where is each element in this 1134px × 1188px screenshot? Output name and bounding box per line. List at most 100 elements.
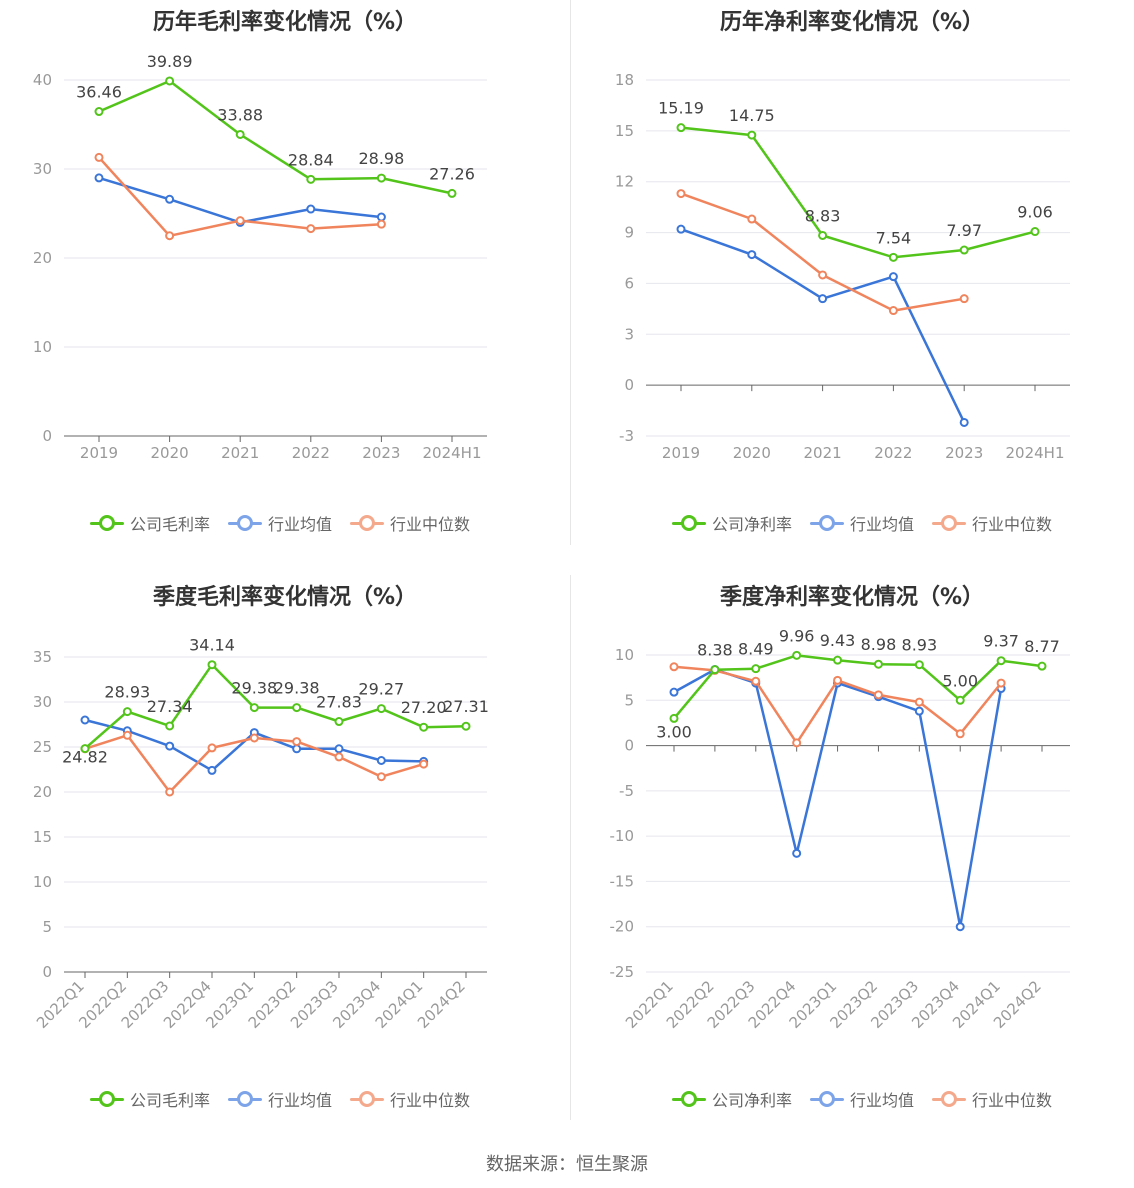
y-tick-label: 30 (33, 160, 52, 178)
legend-item-avg[interactable]: 行业均值 (810, 511, 914, 535)
y-tick-label: 5 (42, 918, 52, 936)
data-point (334, 752, 344, 762)
legend-item-median[interactable]: 行业中位数 (350, 1087, 470, 1111)
data-label: 8.93 (902, 636, 938, 655)
data-label: 9.43 (820, 631, 856, 650)
chart-panel-quarterly-net: 季度净利率变化情况（%） -25 -20 -15 -10 -5 0 5 10 2022Q1 202… (570, 575, 1134, 1135)
data-point (959, 245, 969, 255)
data-point (833, 655, 843, 665)
data-label: 39.89 (147, 52, 193, 71)
chart-quarterly-net-margin: -25-20-15-10-505102022Q12022Q22022Q32022… (610, 626, 1070, 1032)
data-point (710, 665, 720, 675)
data-label: 9.06 (1017, 203, 1053, 222)
chart-legend: 公司毛利率 行业均值 行业中位数 (90, 511, 470, 535)
y-tick-label: -3 (619, 427, 634, 445)
data-label: 28.93 (104, 683, 150, 702)
y-tick-label: -20 (610, 918, 635, 936)
legend-label: 行业均值 (268, 515, 333, 534)
data-point (376, 173, 386, 183)
data-point (80, 744, 90, 754)
chart-title: 季度毛利率变化情况（%） (152, 585, 418, 610)
data-point (818, 230, 828, 240)
legend-item-company[interactable]: 公司毛利率 (90, 511, 210, 535)
data-point (959, 417, 969, 427)
chart-annual-net-margin: -3 0 3 6 9 12 15 18 2019 2020 2021 2022 2023 2024H1 15… (615, 71, 1070, 462)
legend-marker-icon (350, 515, 385, 531)
legend-item-company[interactable]: 公司净利率 (672, 1087, 792, 1111)
x-tick-label: 2020 (151, 444, 189, 462)
chart-title: 历年毛利率变化情况（%） (152, 10, 418, 35)
data-point (235, 216, 245, 226)
legend-item-avg[interactable]: 行业均值 (228, 1087, 332, 1111)
data-label: 27.26 (429, 164, 475, 183)
legend-item-median[interactable]: 行业中位数 (932, 1087, 1052, 1111)
y-tick-label: 35 (33, 648, 52, 666)
data-point (873, 659, 883, 669)
y-tick-label: 3 (624, 325, 634, 343)
data-label: 8.49 (738, 640, 774, 659)
data-point (676, 224, 686, 234)
legend-marker-icon (672, 1091, 706, 1107)
data-label: 36.46 (76, 83, 122, 102)
data-point (94, 152, 104, 162)
data-point (306, 174, 316, 184)
chart-quarterly-gross-margin: 051015202530352022Q12022Q22022Q32022Q420… (33, 636, 489, 1032)
legend-item-company[interactable]: 公司毛利率 (90, 1087, 210, 1111)
data-point (376, 219, 386, 229)
data-point (751, 676, 761, 686)
x-tick-label: 2019 (662, 444, 700, 462)
data-point (833, 675, 843, 685)
data-point (873, 690, 883, 700)
data-label: 28.98 (358, 149, 404, 168)
y-tick-label: 15 (615, 122, 634, 140)
data-label: 27.31 (443, 697, 489, 716)
data-point (888, 272, 898, 282)
data-point (419, 759, 429, 769)
y-tick-label: 15 (33, 828, 52, 846)
legend-label: 行业均值 (268, 1091, 333, 1110)
series-line (680, 228, 966, 423)
data-point (996, 656, 1006, 666)
series-line (84, 663, 467, 750)
data-label: 7.54 (876, 228, 912, 247)
y-tick-label: 0 (42, 963, 52, 981)
data-point (747, 250, 757, 260)
data-label: 33.88 (217, 105, 263, 124)
legend-marker-icon (810, 1091, 845, 1107)
y-tick-label: 9 (624, 224, 634, 242)
data-point (165, 76, 175, 86)
legend-label: 行业中位数 (972, 515, 1053, 534)
data-point (669, 687, 679, 697)
data-label: 29.38 (274, 679, 320, 698)
legend-item-avg[interactable]: 行业均值 (228, 511, 332, 535)
y-tick-label: 30 (33, 693, 52, 711)
legend-marker-icon (932, 515, 967, 531)
data-label: 8.77 (1024, 637, 1060, 656)
x-tick-label: 2019 (80, 444, 118, 462)
legend-item-median[interactable]: 行业中位数 (350, 511, 470, 535)
data-point (676, 189, 686, 199)
x-tick-label: 2020 (733, 444, 771, 462)
data-label: 15.19 (658, 99, 704, 118)
legend-label: 行业均值 (850, 1091, 915, 1110)
panel-divider-bottom (570, 575, 571, 1120)
data-point (751, 664, 761, 674)
chart-annual-gross-margin: 0 10 20 30 40 2019 2020 2021 2022 2023 2024H1 36.46… (33, 52, 487, 462)
y-tick-label: 20 (33, 249, 52, 267)
data-label: 28.84 (288, 150, 334, 169)
legend-item-avg[interactable]: 行业均值 (810, 1087, 914, 1111)
data-label: 8.98 (861, 635, 897, 654)
data-point (165, 194, 175, 204)
panel-divider-top (570, 0, 571, 545)
data-point (306, 204, 316, 214)
data-label: 27.83 (316, 693, 362, 712)
legend-label: 行业中位数 (390, 515, 471, 534)
legend-item-median[interactable]: 行业中位数 (932, 511, 1052, 535)
data-point (747, 214, 757, 224)
x-tick-label: 2024H1 (1006, 444, 1065, 462)
data-point (419, 722, 429, 732)
legend-item-company[interactable]: 公司净利率 (672, 511, 792, 535)
legend-marker-icon (90, 1091, 124, 1107)
chart-panel-annual-gross: 历年毛利率变化情况（%） 0 10 20 30 40 2019 2020 2021 2022 20… (0, 0, 570, 560)
data-point (376, 212, 386, 222)
